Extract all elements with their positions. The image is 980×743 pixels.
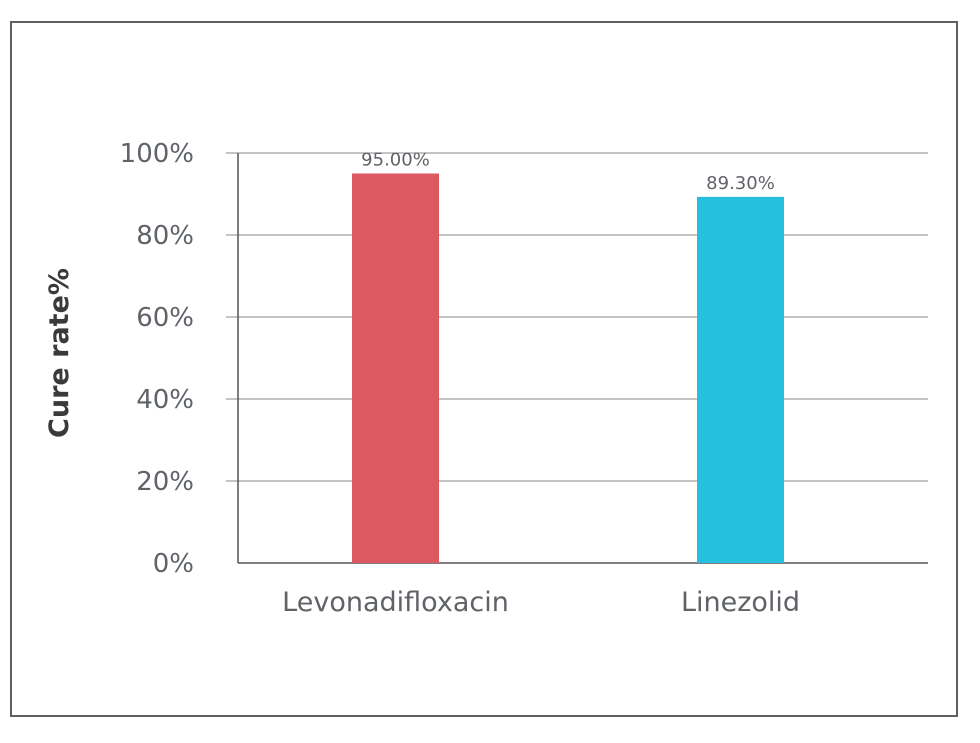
y-tick-labels: 0% 20% 40% 60% 80% 100% bbox=[120, 139, 194, 579]
gridlines bbox=[226, 152, 928, 482]
y-axis-label: Cure rate% bbox=[44, 268, 75, 438]
y-tick-label: 20% bbox=[136, 467, 194, 497]
bars bbox=[352, 173, 784, 563]
y-tick-label: 100% bbox=[120, 139, 194, 169]
category-label: Levonadifloxacin bbox=[282, 587, 509, 618]
bar-levonadifloxacin bbox=[352, 173, 439, 563]
y-tick-label: 80% bbox=[136, 221, 194, 251]
data-label: 95.00% bbox=[361, 150, 430, 171]
y-tick-label: 0% bbox=[153, 549, 194, 579]
y-tick-label: 60% bbox=[136, 303, 194, 333]
y-tick-label: 40% bbox=[136, 385, 194, 415]
data-labels: 95.00% 89.30% bbox=[361, 150, 775, 194]
chart-frame bbox=[10, 21, 958, 717]
category-labels: Levonadifloxacin Linezolid bbox=[282, 587, 800, 618]
data-label: 89.30% bbox=[706, 173, 775, 194]
bar-linezolid bbox=[697, 196, 784, 563]
category-label: Linezolid bbox=[681, 587, 800, 618]
